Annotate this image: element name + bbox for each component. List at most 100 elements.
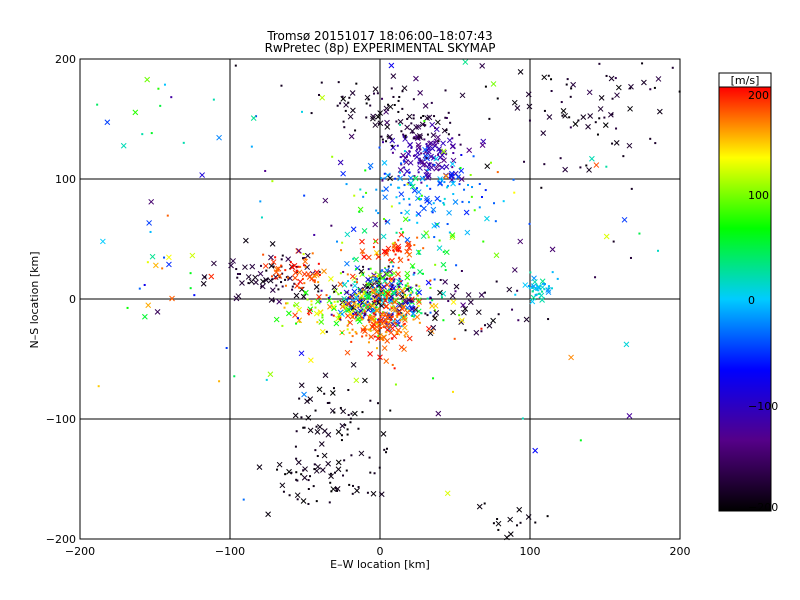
data-point-dot xyxy=(260,285,263,288)
data-point-dot xyxy=(330,224,333,227)
data-point-dot xyxy=(381,313,384,316)
data-point-dot xyxy=(337,81,340,84)
data-point-dot xyxy=(629,87,632,90)
data-point-dot xyxy=(295,269,298,272)
data-point-dot xyxy=(440,296,443,299)
data-point-x-marker xyxy=(313,269,320,276)
data-point-dot xyxy=(391,151,394,154)
data-point-x-marker xyxy=(249,263,256,270)
data-point-dot xyxy=(282,490,285,493)
data-point-x-marker xyxy=(416,299,422,305)
data-point-x-marker xyxy=(401,85,408,92)
data-point-x-marker xyxy=(100,238,106,245)
data-point-x-marker xyxy=(230,258,236,264)
data-point-dot xyxy=(350,454,353,457)
data-point-x-marker xyxy=(443,163,450,170)
data-point-dot xyxy=(313,468,316,471)
data-point-dot xyxy=(376,284,379,287)
data-point-dot xyxy=(388,277,391,280)
data-point-dot xyxy=(445,116,448,119)
data-point-dot xyxy=(484,85,487,88)
data-point-dot xyxy=(411,291,414,294)
data-point-dot xyxy=(361,252,364,255)
data-point-dot xyxy=(349,421,352,424)
data-point-x-marker xyxy=(352,282,358,289)
data-point-x-marker xyxy=(530,283,537,290)
data-point-x-marker xyxy=(252,274,259,281)
data-point-dot xyxy=(446,184,449,187)
data-point-x-marker xyxy=(368,315,375,322)
data-point-dot xyxy=(443,203,446,206)
data-point-x-marker xyxy=(394,329,401,336)
data-point-x-marker xyxy=(304,264,311,271)
data-point-x-marker xyxy=(293,292,300,299)
data-point-dot xyxy=(402,302,405,305)
data-point-dot xyxy=(483,291,486,294)
data-point-x-marker xyxy=(292,312,298,319)
data-point-dot xyxy=(419,148,422,151)
data-point-dot xyxy=(579,166,582,169)
data-point-dot xyxy=(380,277,383,280)
data-point-x-marker xyxy=(397,118,404,125)
data-point-x-marker xyxy=(441,127,448,134)
data-point-dot xyxy=(364,312,367,315)
data-point-x-marker xyxy=(335,429,342,435)
data-point-dot xyxy=(362,292,365,295)
data-point-x-marker xyxy=(476,503,483,510)
data-point-dot xyxy=(298,286,301,289)
data-point-dot xyxy=(512,178,515,181)
data-point-dot xyxy=(307,479,310,482)
data-point-dot xyxy=(489,161,492,164)
data-point-x-marker xyxy=(586,89,593,96)
data-point-x-marker xyxy=(614,92,620,99)
data-point-dot xyxy=(284,269,287,272)
data-point-dot xyxy=(418,157,421,160)
data-point-dot xyxy=(265,378,268,381)
data-point-dot xyxy=(594,276,597,279)
data-point-x-marker xyxy=(425,172,432,179)
data-point-x-marker xyxy=(433,155,440,162)
data-point-dot xyxy=(367,98,370,101)
data-point-dot xyxy=(266,278,269,281)
data-point-x-marker xyxy=(450,157,457,164)
colorbar-title: [m/s] xyxy=(731,74,760,87)
data-point-x-marker xyxy=(353,377,360,384)
data-point-x-marker xyxy=(367,162,374,169)
data-point-dot xyxy=(468,201,471,204)
data-point-x-marker xyxy=(364,94,371,101)
data-point-dot xyxy=(274,256,277,259)
data-point-x-marker xyxy=(388,62,395,69)
data-point-x-marker xyxy=(424,115,430,121)
data-point-x-marker xyxy=(440,140,446,147)
data-point-x-marker xyxy=(440,290,447,297)
data-point-dot xyxy=(543,163,546,166)
data-point-dot xyxy=(402,198,405,201)
data-point-dot xyxy=(361,288,364,291)
data-point-dot xyxy=(319,300,322,303)
data-point-x-marker xyxy=(276,298,283,305)
data-point-x-marker xyxy=(362,283,369,290)
data-point-dot xyxy=(347,321,350,324)
data-point-dot xyxy=(550,78,553,81)
data-point-dot xyxy=(383,291,386,294)
data-point-x-marker xyxy=(268,254,274,261)
data-point-dot xyxy=(346,299,349,302)
data-point-dot xyxy=(400,163,403,166)
data-point-dot xyxy=(523,160,526,163)
data-point-x-marker xyxy=(228,262,234,269)
data-point-dot xyxy=(284,278,287,281)
data-point-dot xyxy=(406,183,409,186)
data-point-dot xyxy=(384,220,387,223)
data-point-x-marker xyxy=(532,279,538,285)
data-point-dot xyxy=(363,290,366,293)
data-point-dot xyxy=(346,428,349,431)
data-point-dot xyxy=(302,426,305,429)
data-point-dot xyxy=(315,500,318,503)
data-point-x-marker xyxy=(216,134,222,141)
data-point-x-marker xyxy=(378,491,385,498)
data-point-dot xyxy=(298,320,301,323)
data-point-dot xyxy=(429,297,432,300)
data-point-x-marker xyxy=(316,386,323,393)
data-point-dot xyxy=(334,487,337,490)
data-point-dot xyxy=(494,220,497,223)
